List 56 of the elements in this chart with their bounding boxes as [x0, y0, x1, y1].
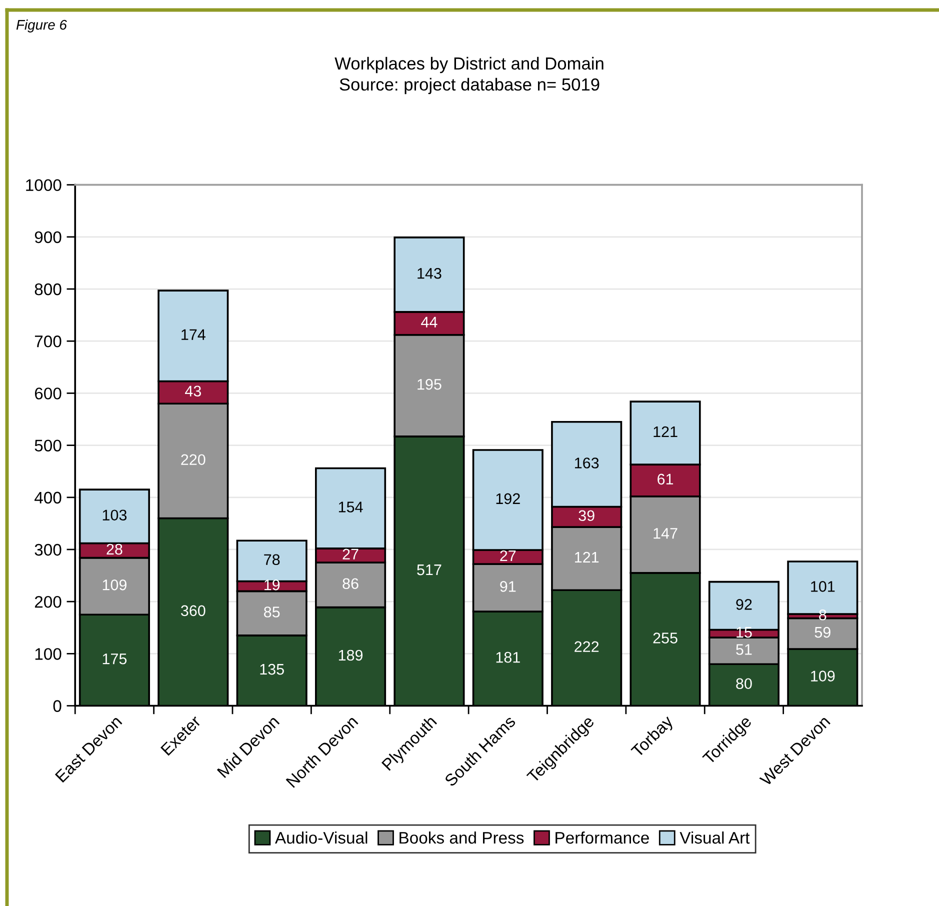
data-label: 19 [264, 580, 280, 590]
data-label: 195 [418, 378, 442, 390]
data-label: 121 [654, 426, 678, 438]
data-label: 517 [417, 564, 442, 576]
data-label: 91 [500, 581, 516, 592]
data-label: 43 [185, 386, 201, 397]
y-tick-label: 800 [34, 283, 62, 296]
y-tick-label: 0 [53, 700, 62, 712]
legend-label: Books and Press [400, 831, 524, 844]
data-label: 101 [811, 581, 835, 592]
data-label: 103 [102, 510, 127, 521]
data-label: 109 [811, 670, 835, 682]
y-tick-label: 400 [34, 492, 62, 504]
data-label: 44 [421, 316, 438, 328]
data-label: 61 [658, 474, 674, 485]
data-label: 80 [736, 678, 752, 690]
data-label: 39 [578, 510, 594, 522]
legend-label: Audio-Visual [275, 831, 368, 844]
data-label: 51 [736, 644, 752, 655]
legend-label: Visual Art [680, 831, 750, 844]
caption: Figure 6 [16, 20, 67, 32]
data-label: 86 [342, 578, 358, 590]
data-label: 28 [106, 544, 122, 555]
data-label: 59 [814, 626, 830, 638]
chart-subtitle: Source: project database n= 5019 [340, 78, 600, 94]
data-label: 360 [180, 605, 206, 616]
y-tick-label: 700 [34, 336, 62, 348]
y-tick-label: 1000 [26, 179, 62, 192]
data-label: 154 [338, 502, 363, 512]
data-label: 109 [102, 580, 126, 590]
y-tick-label: 900 [34, 231, 62, 244]
legend-label: Performance [556, 832, 649, 844]
data-label: 147 [654, 528, 678, 539]
data-label: 27 [342, 548, 358, 560]
y-tick-label: 100 [35, 648, 62, 660]
y-tick-label: 200 [34, 596, 62, 608]
data-label: 189 [338, 650, 363, 661]
data-label: 175 [102, 654, 127, 664]
data-label: 143 [418, 268, 442, 279]
y-tick-label: 300 [34, 544, 62, 556]
data-label: 135 [260, 664, 284, 675]
data-label: 121 [575, 552, 599, 563]
data-label: 181 [496, 652, 520, 663]
data-label: 78 [264, 554, 280, 566]
data-label: 220 [181, 454, 206, 466]
data-label: 85 [264, 606, 280, 618]
data-label: 222 [574, 641, 599, 652]
data-label: 27 [500, 550, 516, 561]
y-tick-label: 500 [34, 440, 62, 452]
chart-title: Workplaces by District and Domain [334, 56, 604, 74]
data-label: 92 [736, 599, 752, 610]
data-label: 255 [653, 632, 678, 644]
data-label: 192 [496, 493, 520, 504]
data-label: 174 [182, 329, 206, 340]
y-tick-label: 600 [34, 388, 62, 400]
data-label: 163 [575, 458, 599, 468]
